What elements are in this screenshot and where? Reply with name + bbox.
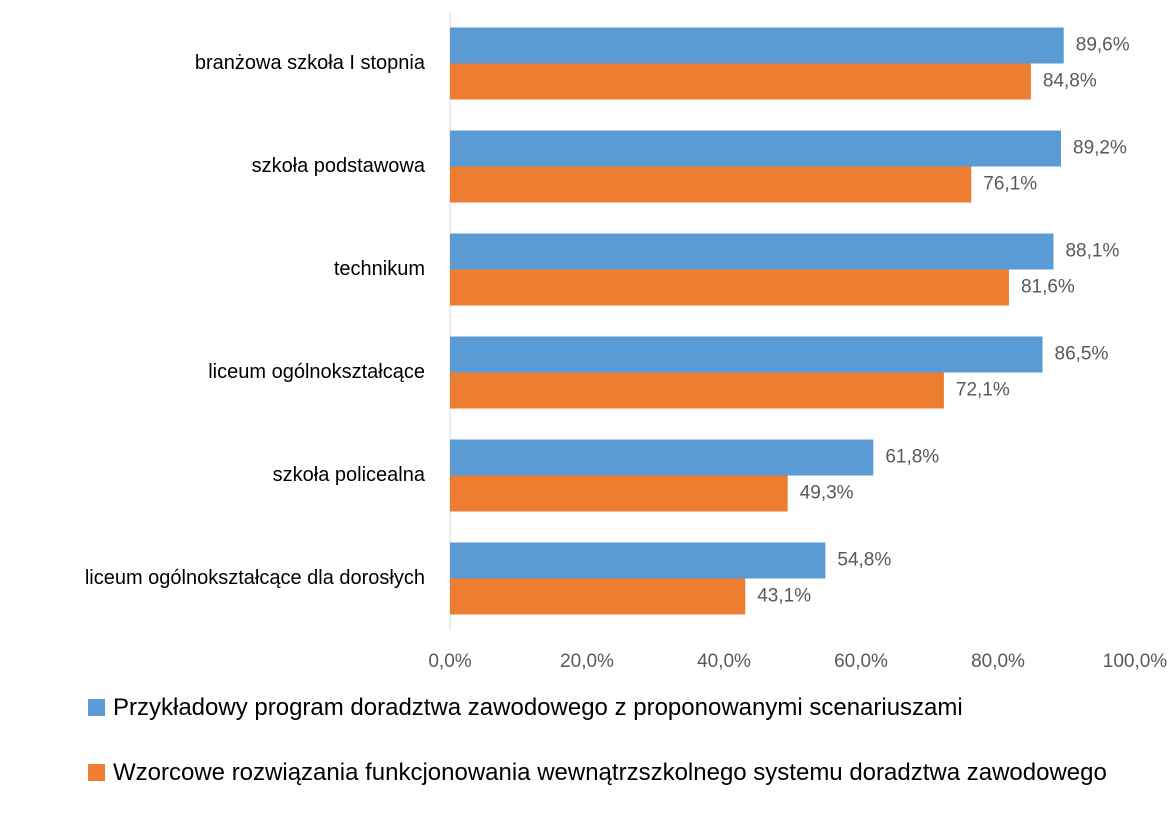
- legend-item: Wzorcowe rozwiązania funkcjonowania wewn…: [88, 755, 1168, 790]
- x-tick-label: 20,0%: [560, 651, 614, 672]
- bar: [450, 578, 746, 615]
- bar: [450, 269, 1009, 306]
- bar: [450, 372, 944, 409]
- x-tick-label: 0,0%: [428, 651, 471, 672]
- y-tick-label: branżowa szkoła I stopnia: [195, 52, 426, 74]
- legend-swatch: [88, 764, 105, 781]
- bar: [450, 130, 1062, 167]
- legend-label: Wzorcowe rozwiązania funkcjonowania wewn…: [113, 759, 1107, 786]
- value-label: 43,1%: [757, 586, 811, 607]
- bar: [450, 475, 788, 512]
- x-tick-label: 40,0%: [697, 651, 751, 672]
- y-tick-label: szkoła policealna: [273, 464, 426, 486]
- value-label: 49,3%: [800, 483, 854, 504]
- x-tick-label: 100,0%: [1103, 651, 1168, 672]
- value-label: 72,1%: [956, 380, 1010, 401]
- legend-swatch: [88, 699, 105, 716]
- value-label: 89,2%: [1073, 138, 1127, 159]
- bar: [450, 336, 1043, 373]
- bar: [450, 63, 1031, 100]
- value-label: 61,8%: [885, 447, 939, 468]
- chart: 0,0% 20,0% 40,0% 60,0% 80,0% 100,0% branżowa s…: [85, 12, 1168, 672]
- x-tick-label: 80,0%: [971, 651, 1025, 672]
- legend: Przykładowy program doradztwa zawodowego…: [88, 690, 1168, 820]
- value-label: 89,6%: [1076, 35, 1130, 56]
- bar: [450, 439, 874, 476]
- bar: [450, 27, 1064, 64]
- value-label: 84,8%: [1043, 71, 1097, 92]
- value-label: 54,8%: [837, 550, 891, 571]
- legend-label: Przykładowy program doradztwa zawodowego…: [113, 694, 963, 721]
- bar: [450, 166, 972, 203]
- value-label: 81,6%: [1021, 277, 1075, 298]
- y-tick-label: technikum: [334, 258, 425, 280]
- y-tick-label: szkoła podstawowa: [252, 155, 426, 177]
- value-label: 76,1%: [983, 174, 1037, 195]
- x-tick-label: 60,0%: [834, 651, 888, 672]
- bar: [450, 542, 826, 579]
- value-label: 86,5%: [1055, 344, 1109, 365]
- y-tick-label: liceum ogólnokształcące dla dorosłych: [85, 567, 425, 589]
- bar: [450, 233, 1054, 270]
- value-label: 88,1%: [1065, 241, 1119, 262]
- legend-item: Przykładowy program doradztwa zawodowego…: [88, 690, 1168, 725]
- y-tick-label: liceum ogólnokształcące: [208, 361, 425, 383]
